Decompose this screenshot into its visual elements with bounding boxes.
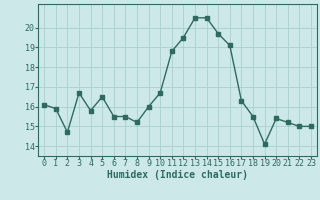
X-axis label: Humidex (Indice chaleur): Humidex (Indice chaleur) xyxy=(107,170,248,180)
